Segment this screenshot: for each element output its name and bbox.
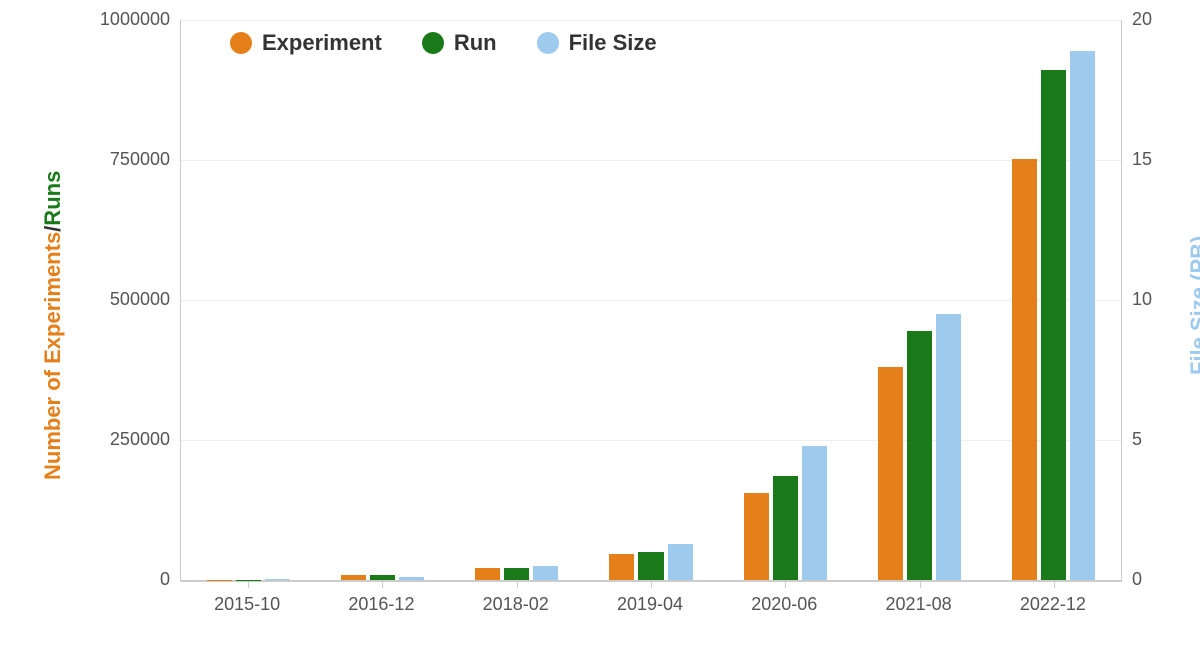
legend: Experiment Run File Size bbox=[230, 30, 657, 56]
gridline bbox=[181, 300, 1121, 301]
bar-run bbox=[370, 575, 395, 580]
bar-experiment bbox=[475, 568, 500, 580]
legend-label: File Size bbox=[569, 30, 657, 56]
legend-swatch bbox=[230, 32, 252, 54]
x-tick-label: 2019-04 bbox=[617, 594, 683, 615]
bar-file-size bbox=[668, 544, 693, 580]
bar-file-size bbox=[533, 566, 558, 580]
bar-file-size bbox=[802, 446, 827, 580]
x-tick-mark bbox=[248, 580, 249, 588]
bar-run bbox=[236, 580, 261, 581]
y-right-tick: 10 bbox=[1132, 289, 1152, 310]
x-tick-label: 2022-12 bbox=[1020, 594, 1086, 615]
x-tick-label: 2015-10 bbox=[214, 594, 280, 615]
y-right-tick: 0 bbox=[1132, 569, 1142, 590]
y-left-tick: 1000000 bbox=[0, 9, 170, 30]
bar-run bbox=[504, 568, 529, 580]
legend-label: Run bbox=[454, 30, 497, 56]
x-tick-mark bbox=[920, 580, 921, 588]
bar-file-size bbox=[399, 577, 424, 580]
bar-file-size bbox=[936, 314, 961, 580]
x-tick-mark bbox=[1054, 580, 1055, 588]
y-axis-right-label: File Size (PB) bbox=[1186, 236, 1200, 375]
y-left-label-part: Runs bbox=[40, 171, 65, 226]
bar-run bbox=[638, 552, 663, 580]
x-tick-label: 2021-08 bbox=[886, 594, 952, 615]
bar-experiment bbox=[744, 493, 769, 580]
legend-item: File Size bbox=[537, 30, 657, 56]
bar-experiment bbox=[207, 580, 232, 581]
y-left-label-part: / bbox=[40, 226, 65, 232]
legend-item: Run bbox=[422, 30, 497, 56]
bar-run bbox=[1041, 70, 1066, 580]
legend-swatch bbox=[422, 32, 444, 54]
chart-container: Number of Experiments/Runs File Size (PB… bbox=[0, 0, 1200, 660]
y-left-tick: 250000 bbox=[0, 429, 170, 450]
y-left-tick: 0 bbox=[0, 569, 170, 590]
bar-experiment bbox=[878, 367, 903, 580]
x-tick-mark bbox=[517, 580, 518, 588]
plot-area bbox=[180, 20, 1122, 582]
bar-experiment bbox=[341, 575, 366, 580]
y-left-tick: 500000 bbox=[0, 289, 170, 310]
x-tick-mark bbox=[382, 580, 383, 588]
y-right-tick: 15 bbox=[1132, 149, 1152, 170]
gridline bbox=[181, 440, 1121, 441]
bar-experiment bbox=[1012, 159, 1037, 580]
x-tick-mark bbox=[785, 580, 786, 588]
legend-label: Experiment bbox=[262, 30, 382, 56]
legend-item: Experiment bbox=[230, 30, 382, 56]
x-tick-label: 2016-12 bbox=[348, 594, 414, 615]
x-tick-label: 2018-02 bbox=[483, 594, 549, 615]
x-tick-label: 2020-06 bbox=[751, 594, 817, 615]
bar-run bbox=[773, 476, 798, 580]
y-left-tick: 750000 bbox=[0, 149, 170, 170]
gridline bbox=[181, 160, 1121, 161]
bar-file-size bbox=[265, 579, 290, 580]
x-tick-mark bbox=[651, 580, 652, 588]
y-left-label-part: Number of bbox=[40, 364, 65, 480]
y-right-tick: 20 bbox=[1132, 9, 1152, 30]
bar-run bbox=[907, 331, 932, 580]
y-right-tick: 5 bbox=[1132, 429, 1142, 450]
bar-file-size bbox=[1070, 51, 1095, 580]
bar-experiment bbox=[609, 554, 634, 580]
legend-swatch bbox=[537, 32, 559, 54]
gridline bbox=[181, 20, 1121, 21]
